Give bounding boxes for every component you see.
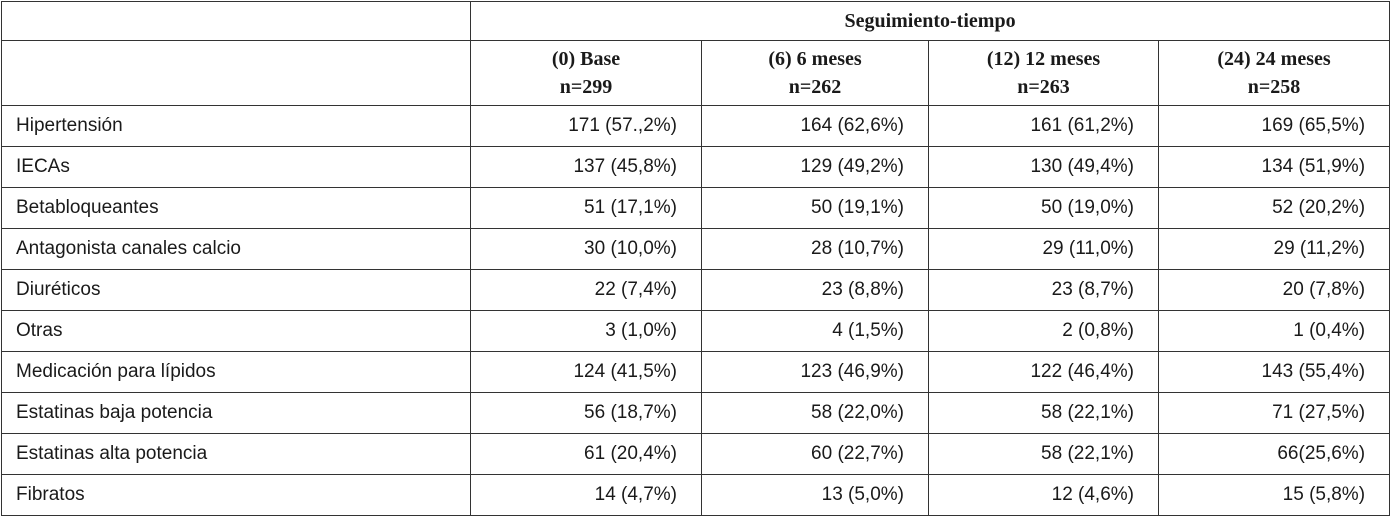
table-cell: 29 (11,0%): [928, 228, 1159, 270]
empty-label-header: [1, 40, 471, 106]
table-cell: 60 (22,7%): [701, 433, 929, 475]
table-cell: 28 (10,7%): [701, 228, 929, 270]
table-cell: 58 (22,1%): [928, 392, 1159, 434]
column-label: (12) 12 meses: [986, 48, 1101, 70]
table-cell: 124 (41,5%): [470, 351, 702, 393]
table-cell: 14 (4,7%): [470, 474, 702, 516]
table-cell: 66(25,6%): [1157, 433, 1390, 475]
group-header-row: Seguimiento-tiempo: [1, 1, 1390, 41]
table-cell: 58 (22,0%): [701, 392, 929, 434]
row-label: Fibratos: [1, 474, 471, 516]
row-label: IECAs: [1, 146, 471, 188]
table-row: Otras 3 (1,0%) 4 (1,5%) 2 (0,8%) 1 (0,4%…: [1, 310, 1390, 352]
column-label: (24) 24 meses: [1217, 48, 1331, 70]
table-row: Diuréticos 22 (7,4%) 23 (8,8%) 23 (8,7%)…: [1, 269, 1390, 311]
table-cell: 164 (62,6%): [701, 105, 929, 147]
table-cell: 129 (49,2%): [701, 146, 929, 188]
column-header: (6) 6 meses n=262: [701, 40, 929, 106]
column-n: n=262: [788, 76, 842, 98]
row-label: Medicación para lípidos: [1, 351, 471, 393]
column-n: n=299: [559, 76, 613, 98]
table-cell: 29 (11,2%): [1157, 228, 1390, 270]
table-row: Estatinas baja potencia 56 (18,7%) 58 (2…: [1, 392, 1390, 434]
table-cell: 22 (7,4%): [470, 269, 702, 311]
table-cell: 171 (57.,2%): [470, 105, 702, 147]
table-cell: 52 (20,2%): [1157, 187, 1390, 229]
table-row: Estatinas alta potencia 61 (20,4%) 60 (2…: [1, 433, 1390, 475]
table-row: IECAs 137 (45,8%) 129 (49,2%) 130 (49,4%…: [1, 146, 1390, 188]
table-cell: 3 (1,0%): [470, 310, 702, 352]
table-body: Hipertensión 171 (57.,2%) 164 (62,6%) 16…: [1, 105, 1390, 516]
table-cell: 51 (17,1%): [470, 187, 702, 229]
table-cell: 23 (8,8%): [701, 269, 929, 311]
table-cell: 61 (20,4%): [470, 433, 702, 475]
table-row: Hipertensión 171 (57.,2%) 164 (62,6%) 16…: [1, 105, 1390, 147]
table-cell: 4 (1,5%): [701, 310, 929, 352]
table-row: Fibratos 14 (4,7%) 13 (5,0%) 12 (4,6%) 1…: [1, 474, 1390, 516]
table-cell: 130 (49,4%): [928, 146, 1159, 188]
table-cell: 15 (5,8%): [1157, 474, 1390, 516]
table-cell: 50 (19,1%): [701, 187, 929, 229]
column-n: n=258: [1247, 76, 1301, 98]
column-label: (0) Base: [551, 48, 621, 70]
row-label: Betabloqueantes: [1, 187, 471, 229]
table-cell: 123 (46,9%): [701, 351, 929, 393]
row-label: Estatinas alta potencia: [1, 433, 471, 475]
table-cell: 30 (10,0%): [470, 228, 702, 270]
table-cell: 1 (0,4%): [1157, 310, 1390, 352]
table-cell: 50 (19,0%): [928, 187, 1159, 229]
table-cell: 161 (61,2%): [928, 105, 1159, 147]
empty-corner-cell: [1, 1, 471, 41]
column-header: (24) 24 meses n=258: [1157, 40, 1390, 106]
table-row: Betabloqueantes 51 (17,1%) 50 (19,1%) 50…: [1, 187, 1390, 229]
group-header: Seguimiento-tiempo: [469, 1, 1390, 41]
row-label: Diuréticos: [1, 269, 471, 311]
table-cell: 71 (27,5%): [1157, 392, 1390, 434]
table-cell: 56 (18,7%): [470, 392, 702, 434]
table-row: Antagonista canales calcio 30 (10,0%) 28…: [1, 228, 1390, 270]
column-header: (12) 12 meses n=263: [928, 40, 1159, 106]
row-label: Estatinas baja potencia: [1, 392, 471, 434]
table-cell: 2 (0,8%): [928, 310, 1159, 352]
row-label: Antagonista canales calcio: [1, 228, 471, 270]
table-cell: 169 (65,5%): [1157, 105, 1390, 147]
table-cell: 143 (55,4%): [1157, 351, 1390, 393]
table-cell: 20 (7,8%): [1157, 269, 1390, 311]
column-label: (6) 6 meses: [768, 48, 862, 70]
column-n: n=263: [1017, 76, 1070, 98]
table-cell: 12 (4,6%): [928, 474, 1159, 516]
table-cell: 13 (5,0%): [701, 474, 929, 516]
column-header-row: (0) Base n=299 (6) 6 meses n=262 (12) 12 m…: [1, 40, 1390, 106]
table-cell: 58 (22,1%): [928, 433, 1159, 475]
table-cell: 122 (46,4%): [928, 351, 1159, 393]
table-cell: 23 (8,7%): [928, 269, 1159, 311]
row-label: Hipertensión: [1, 105, 471, 147]
data-table: Seguimiento-tiempo (0) Base n=299 (6) 6 m…: [1, 1, 1390, 516]
row-label: Otras: [1, 310, 471, 352]
table-row: Medicación para lípidos 124 (41,5%) 123 …: [1, 351, 1390, 393]
column-header: (0) Base n=299: [470, 40, 702, 106]
table-cell: 134 (51,9%): [1157, 146, 1390, 188]
table-cell: 137 (45,8%): [470, 146, 702, 188]
